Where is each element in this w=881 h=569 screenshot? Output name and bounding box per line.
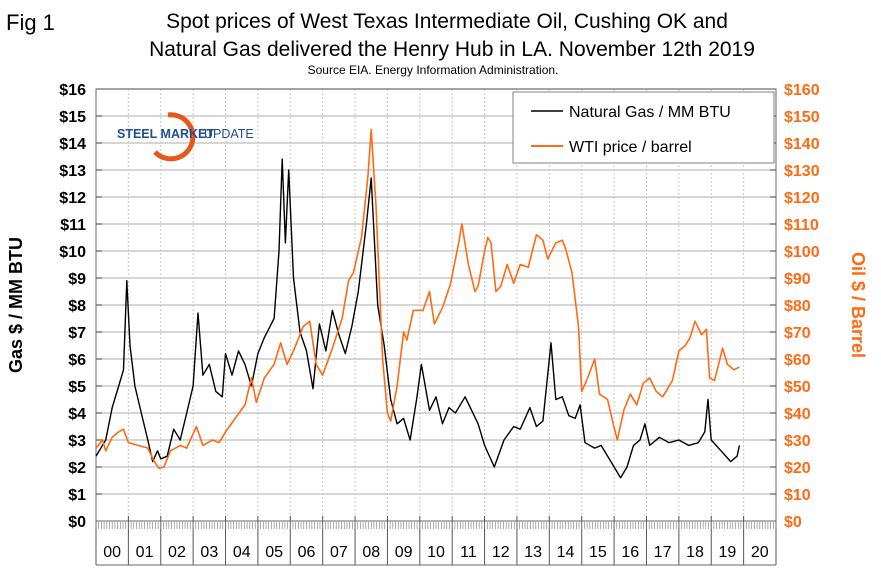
y-tick-label-right: $20 xyxy=(784,460,811,477)
y-tick-label-right: $150 xyxy=(784,109,820,126)
y-tick-label-right: $120 xyxy=(784,190,820,207)
y-tick-label-right: $60 xyxy=(784,352,811,369)
legend-box xyxy=(512,91,775,164)
x-tick-label: 03 xyxy=(200,544,218,561)
y-tick-label-left: $9 xyxy=(68,271,86,288)
y-tick-label-left: $10 xyxy=(59,244,86,261)
x-tick-label: 00 xyxy=(103,544,121,561)
y-tick-label-left: $13 xyxy=(59,163,86,180)
y-tick-label-right: $50 xyxy=(784,379,811,396)
chart-title-line-1: Spot prices of West Texas Intermediate O… xyxy=(166,10,728,33)
y-tick-label-left: $4 xyxy=(68,406,86,423)
series-line-wti-oil xyxy=(95,128,740,470)
figure-label: Fig 1 xyxy=(6,10,55,35)
y-tick-label-right: $10 xyxy=(784,487,811,504)
y-tick-label-left: $16 xyxy=(59,82,86,99)
axes: $0 $0 $1 $10 $2 $20 $3 $30 $4 $40 $5 $50 $6 $60 $7 $70 $… xyxy=(59,82,820,566)
series-lines xyxy=(95,128,741,479)
x-tick-label: 19 xyxy=(719,544,737,561)
x-tick-label: 05 xyxy=(265,544,283,561)
y-tick-label-left: $2 xyxy=(68,460,86,477)
y-tick-label-right: $80 xyxy=(784,298,811,315)
legend: Natural Gas / MM BTU WTI price / barrel xyxy=(512,91,775,164)
y-axis-left-label: Gas $ / MM BTU xyxy=(6,237,26,373)
y-tick-label-right: $0 xyxy=(784,514,802,531)
x-tick-label: 07 xyxy=(330,544,348,561)
y-tick-label-left: $3 xyxy=(68,433,86,450)
y-tick-label-left: $14 xyxy=(59,136,86,153)
y-tick-label-right: $100 xyxy=(784,244,820,261)
y-tick-label-left: $1 xyxy=(68,487,86,504)
series-line-natural-gas xyxy=(95,158,741,479)
logo-text-light: UPDATE xyxy=(204,127,254,141)
y-tick-label-right: $110 xyxy=(784,217,819,234)
x-tick-label: 09 xyxy=(395,544,413,561)
x-tick-label: 02 xyxy=(168,544,186,561)
x-tick-label: 18 xyxy=(686,544,704,561)
y-tick-label-right: $140 xyxy=(784,136,820,153)
y-tick-label-left: $11 xyxy=(60,217,86,234)
logo-swoosh-icon xyxy=(153,112,196,162)
y-tick-label-right: $70 xyxy=(784,325,811,342)
y-tick-label-left: $15 xyxy=(59,109,86,126)
y-tick-label-left: $12 xyxy=(59,190,86,207)
y-tick-label-left: $8 xyxy=(68,298,86,315)
x-tick-label: 12 xyxy=(492,544,510,561)
x-tick-label: 17 xyxy=(654,544,672,561)
x-tick-label: 01 xyxy=(136,544,154,561)
x-tick-label: 13 xyxy=(524,544,542,561)
legend-label-gas: Natural Gas / MM BTU xyxy=(569,104,731,121)
y-tick-label-right: $160 xyxy=(784,82,820,99)
y-tick-label-left: $7 xyxy=(68,325,86,342)
x-tick-label: 08 xyxy=(362,544,380,561)
x-tick-label: 06 xyxy=(298,544,316,561)
y-tick-label-right: $130 xyxy=(784,163,820,180)
logo: STEEL MARKET UPDATE xyxy=(117,112,254,162)
chart-subtitle: Source EIA. Energy Information Administr… xyxy=(308,63,559,77)
x-tick-label: 04 xyxy=(233,544,251,561)
logo-text-bold: STEEL MARKET xyxy=(117,127,214,141)
x-tick-label: 15 xyxy=(589,544,607,561)
x-tick-label: 11 xyxy=(460,544,477,561)
x-tick-label: 14 xyxy=(557,544,575,561)
plot-frame xyxy=(95,88,777,522)
y-tick-label-right: $30 xyxy=(784,433,811,450)
x-tick-label: 10 xyxy=(427,544,445,561)
x-tick-label: 16 xyxy=(621,544,639,561)
y-tick-label-left: $0 xyxy=(68,514,86,531)
chart-title-line-2: Natural Gas delivered the Henry Hub in L… xyxy=(149,38,755,61)
y-axis-right-label: Oil $ / Barrel xyxy=(848,252,868,358)
y-tick-label-right: $40 xyxy=(784,406,811,423)
y-tick-label-left: $6 xyxy=(68,352,86,369)
legend-label-oil: WTI price / barrel xyxy=(569,139,692,156)
y-tick-label-left: $5 xyxy=(68,379,86,396)
y-tick-label-right: $90 xyxy=(784,271,811,288)
x-tick-label: 20 xyxy=(751,544,769,561)
